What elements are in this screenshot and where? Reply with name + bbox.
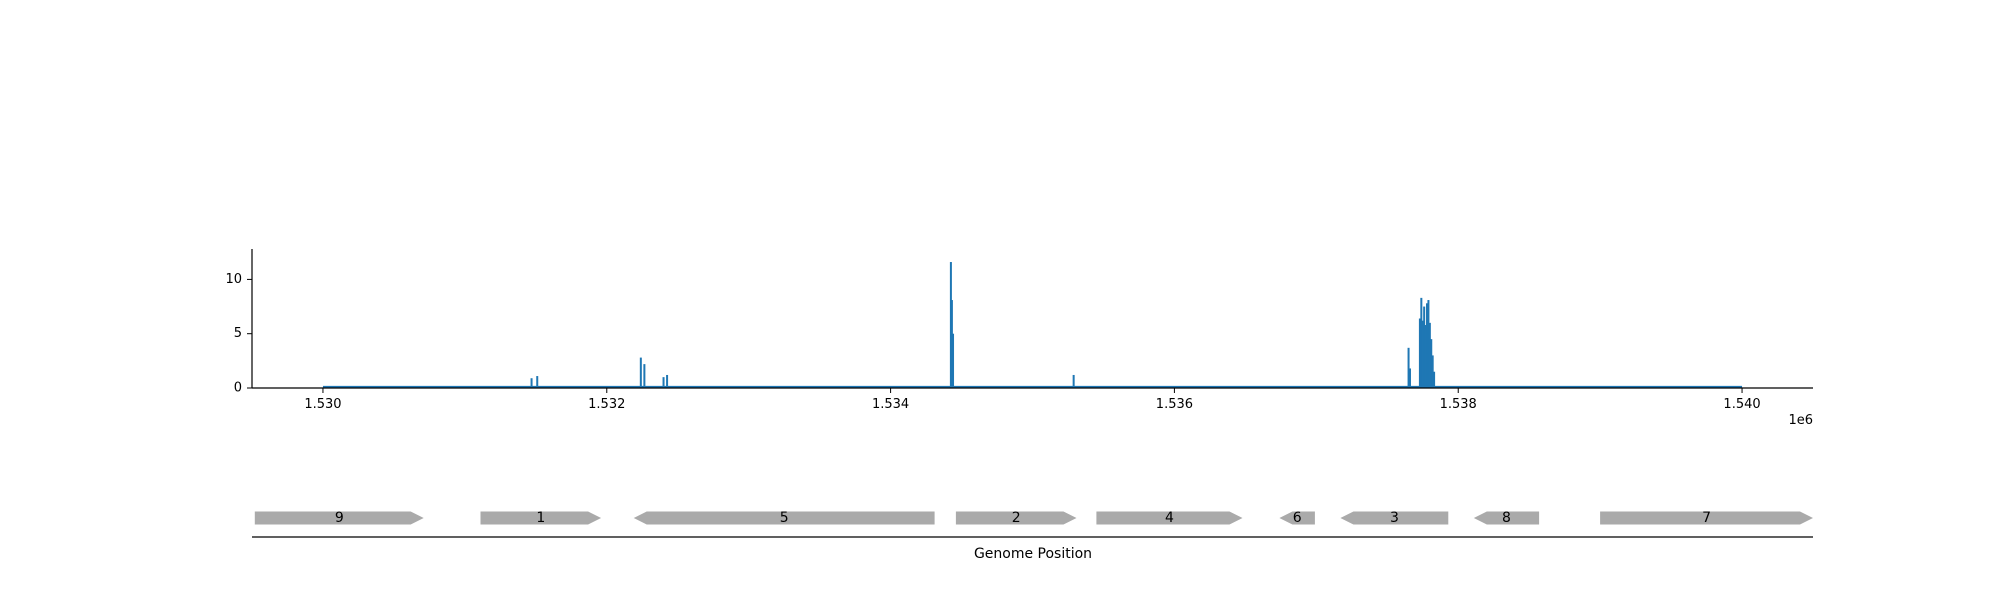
x-tick-label: 1.540	[1723, 397, 1760, 412]
gene-arrow	[1279, 511, 1315, 525]
coverage-bar	[666, 374, 669, 388]
coverage-bars	[530, 262, 1436, 388]
coverage-bar	[1408, 368, 1411, 388]
gene-arrow	[955, 511, 1077, 525]
coverage-y-ticks: 0 5 10	[225, 272, 252, 396]
gene-label: 8	[1502, 510, 1511, 526]
coverage-bar	[950, 300, 953, 388]
gene-arrow	[1600, 511, 1813, 525]
gene-label: 2	[1012, 510, 1021, 526]
gene-arrow	[1473, 511, 1540, 525]
coverage-bar	[1427, 300, 1430, 388]
coverage-bar	[952, 333, 955, 388]
x-tick-label: 1.530	[304, 397, 341, 412]
y-tick-label: 5	[234, 326, 242, 341]
gene-arrow	[633, 511, 935, 525]
coverage-bar	[1428, 322, 1431, 388]
gene-arrow	[1340, 511, 1449, 525]
coverage-bar	[1430, 339, 1433, 388]
y-tick-label: 0	[234, 381, 242, 396]
coverage-bar	[530, 378, 533, 388]
x-tick-label: 1.532	[588, 397, 625, 412]
coverage-bar	[1072, 374, 1075, 388]
gene-label: 5	[780, 510, 789, 526]
gene-label: 9	[335, 510, 344, 526]
coverage-bar	[1418, 318, 1421, 388]
y-tick-label: 10	[225, 272, 242, 287]
gene-label: 1	[536, 510, 545, 526]
coverage-bar	[1420, 297, 1423, 388]
gene-label: 3	[1390, 510, 1399, 526]
gene-arrow	[480, 511, 602, 525]
x-tick-label: 1.538	[1440, 397, 1477, 412]
x-tick-label: 1.534	[872, 397, 909, 412]
gene-arrow	[254, 511, 424, 525]
x-tick-label: 1.536	[1156, 397, 1193, 412]
gene-track: 9 1 5 2 4 6 3 8 7 Genome Position	[252, 510, 1813, 562]
coverage-x-ticks: 1.530 1.532 1.534 1.536 1.538 1.540	[304, 388, 1761, 412]
coverage-bar	[643, 364, 646, 388]
coverage-bar	[639, 357, 642, 388]
coverage-bar	[1407, 347, 1410, 388]
gene-arrow	[1096, 511, 1243, 525]
gene-label: 7	[1702, 510, 1711, 526]
coverage-bar	[1426, 303, 1429, 388]
coverage-bar	[662, 377, 665, 388]
gene-track-x-axis-label: Genome Position	[974, 546, 1092, 562]
coverage-bar	[536, 376, 539, 388]
coverage-bar	[1421, 320, 1424, 388]
x-axis-offset-label: 1e6	[1788, 413, 1813, 428]
coverage-bar	[1424, 325, 1427, 388]
coverage-bar	[1433, 371, 1436, 388]
gene-arrows: 9 1 5 2 4 6 3 8 7	[254, 510, 1813, 526]
coverage-bar	[1431, 355, 1434, 388]
gene-label: 6	[1293, 510, 1302, 526]
coverage-plot: 1.530 1.532 1.534 1.536 1.538 1.540 0 5 10 1e6	[225, 249, 1813, 428]
gene-label: 4	[1165, 510, 1174, 526]
coverage-axes	[251, 249, 1813, 389]
coverage-bar	[1423, 306, 1426, 388]
